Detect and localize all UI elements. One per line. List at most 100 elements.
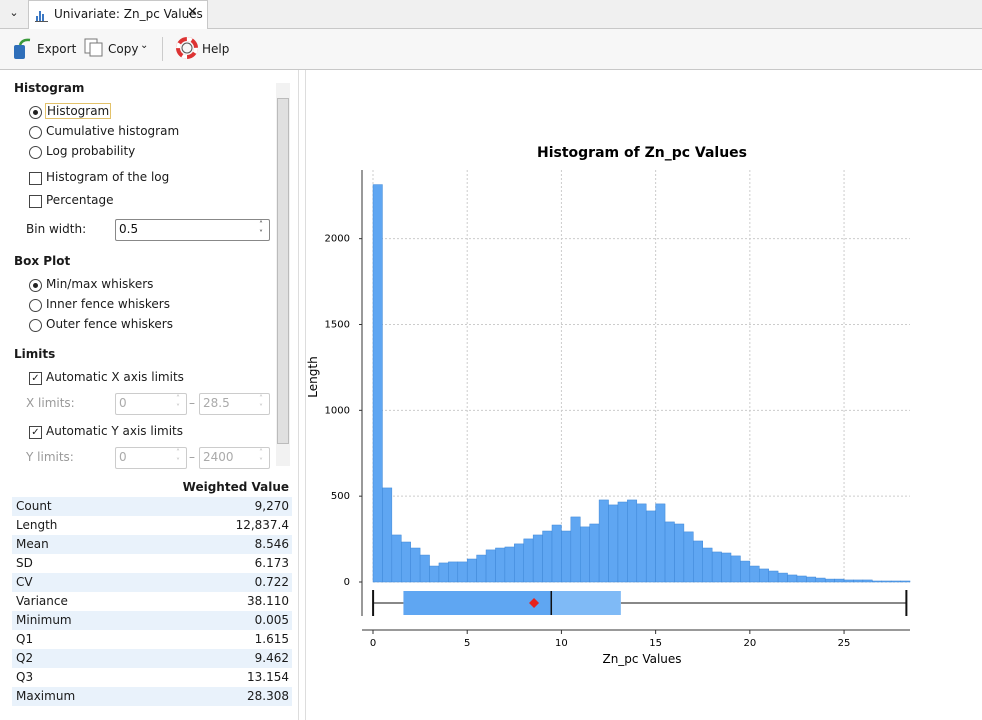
- checkbox-label[interactable]: Histogram of the log: [46, 170, 170, 184]
- stats-value: 8.546: [254, 537, 289, 551]
- stats-row: [12, 573, 292, 592]
- chart-title: Histogram of Zn_pc Values: [537, 145, 747, 161]
- checkbox[interactable]: [29, 172, 42, 185]
- checkbox-label[interactable]: Percentage: [46, 193, 114, 207]
- bar: [627, 499, 638, 583]
- radio-label[interactable]: Log probability: [46, 144, 136, 158]
- bar: [645, 510, 656, 583]
- bar: [514, 543, 524, 583]
- stats-row: [12, 535, 292, 554]
- copy-button[interactable]: Copy: [108, 42, 139, 56]
- spinner[interactable]: ˄ ˅: [259, 220, 263, 238]
- bar: [777, 572, 788, 583]
- bar: [768, 570, 779, 583]
- bar: [457, 561, 468, 583]
- radio-label[interactable]: Inner fence whiskers: [46, 297, 170, 311]
- export-button[interactable]: Export: [37, 42, 77, 56]
- separator: –: [189, 396, 195, 410]
- bar: [495, 547, 506, 583]
- stats-label: Maximum: [16, 689, 76, 703]
- mean-marker: [529, 598, 540, 608]
- bar: [862, 579, 873, 583]
- stats-label: Q1: [16, 632, 34, 646]
- bar: [824, 578, 835, 583]
- input-box[interactable]: [115, 447, 187, 469]
- input-value[interactable]: 0.5: [119, 222, 139, 236]
- bar: [872, 580, 882, 583]
- stats-label: SD: [16, 556, 33, 570]
- checkbox-label[interactable]: Automatic X axis limits: [46, 370, 184, 384]
- tab-menu[interactable]: ⌄: [9, 6, 19, 19]
- checkbox[interactable]: [29, 195, 42, 208]
- checkbox[interactable]: ✓: [29, 372, 42, 385]
- tab[interactable]: Univariate: Zn_pc Values ✕: [28, 0, 208, 29]
- copy-icon: [84, 38, 103, 57]
- bar: [881, 580, 892, 583]
- checkbox-label[interactable]: Automatic Y axis limits: [46, 424, 184, 438]
- toolbar-separator: [162, 37, 163, 61]
- input-value[interactable]: 28.5: [203, 396, 230, 410]
- bar: [580, 526, 590, 583]
- radio-label[interactable]: Outer fence whiskers: [46, 317, 173, 331]
- radio[interactable]: [29, 299, 42, 312]
- x-tick-label: 20: [743, 638, 756, 649]
- bar: [711, 551, 722, 583]
- x-tick-label: 5: [464, 638, 470, 649]
- radio[interactable]: [29, 126, 42, 139]
- y-tick-label: 2000: [325, 234, 350, 245]
- stats-row: [12, 554, 292, 573]
- bar: [787, 574, 798, 583]
- input-box[interactable]: [199, 393, 270, 415]
- stats-value: 12,837.4: [235, 518, 289, 532]
- copy-dropdown[interactable]: ⌄: [140, 40, 149, 51]
- spinner[interactable]: ˄ ˅: [259, 448, 263, 466]
- radio-label[interactable]: Histogram: [44, 103, 112, 119]
- y-axis-label: Length: [306, 356, 320, 397]
- x-tick-label: 0: [370, 638, 376, 649]
- tab-title: Univariate: Zn_pc Values: [54, 7, 203, 21]
- spinner[interactable]: ˄ ˅: [259, 394, 263, 412]
- bar: [674, 523, 685, 583]
- bar: [466, 558, 477, 583]
- stats-value: 6.173: [254, 556, 289, 570]
- stats-label: Q2: [16, 651, 34, 665]
- scrollbar-thumb[interactable]: [277, 98, 289, 444]
- bar: [589, 523, 600, 583]
- bar: [608, 504, 619, 583]
- radio-label[interactable]: Cumulative histogram: [46, 124, 180, 138]
- input-box[interactable]: [199, 447, 270, 469]
- input-value[interactable]: 0: [119, 450, 127, 464]
- separator: –: [189, 450, 195, 464]
- input-value[interactable]: 2400: [203, 450, 234, 464]
- stats-label: Q3: [16, 670, 34, 684]
- radio[interactable]: [29, 319, 42, 332]
- input-value[interactable]: 0: [119, 396, 127, 410]
- input-box[interactable]: [115, 393, 187, 415]
- stats-label: CV: [16, 575, 33, 589]
- radio-label[interactable]: Min/max whiskers: [46, 277, 154, 291]
- bar: [532, 534, 543, 583]
- bar: [664, 521, 675, 583]
- help-button[interactable]: Help: [202, 42, 230, 56]
- y-tick-label: 500: [331, 491, 350, 502]
- input-box[interactable]: [115, 219, 270, 241]
- y-tick-label: 1500: [325, 320, 350, 331]
- bar: [429, 565, 440, 583]
- chart: Histogram of Zn_pc Values Zn_pc Values L…: [306, 145, 911, 666]
- spinner[interactable]: ˄ ˅: [176, 448, 180, 466]
- bar: [683, 531, 694, 583]
- checkbox[interactable]: ✓: [29, 426, 42, 439]
- tab-close[interactable]: ✕: [187, 5, 198, 20]
- radio[interactable]: [29, 146, 42, 159]
- bar: [561, 530, 572, 583]
- stats-row: [12, 649, 292, 668]
- stats-label: Minimum: [16, 613, 72, 627]
- stats-value: 0.005: [254, 613, 289, 627]
- bar: [900, 580, 911, 583]
- box-lower: [403, 591, 552, 615]
- splitter[interactable]: [298, 70, 306, 720]
- spinner[interactable]: ˄ ˅: [176, 394, 180, 412]
- x-axis-label: Zn_pc Values: [602, 652, 681, 666]
- radio-dot: [33, 283, 38, 288]
